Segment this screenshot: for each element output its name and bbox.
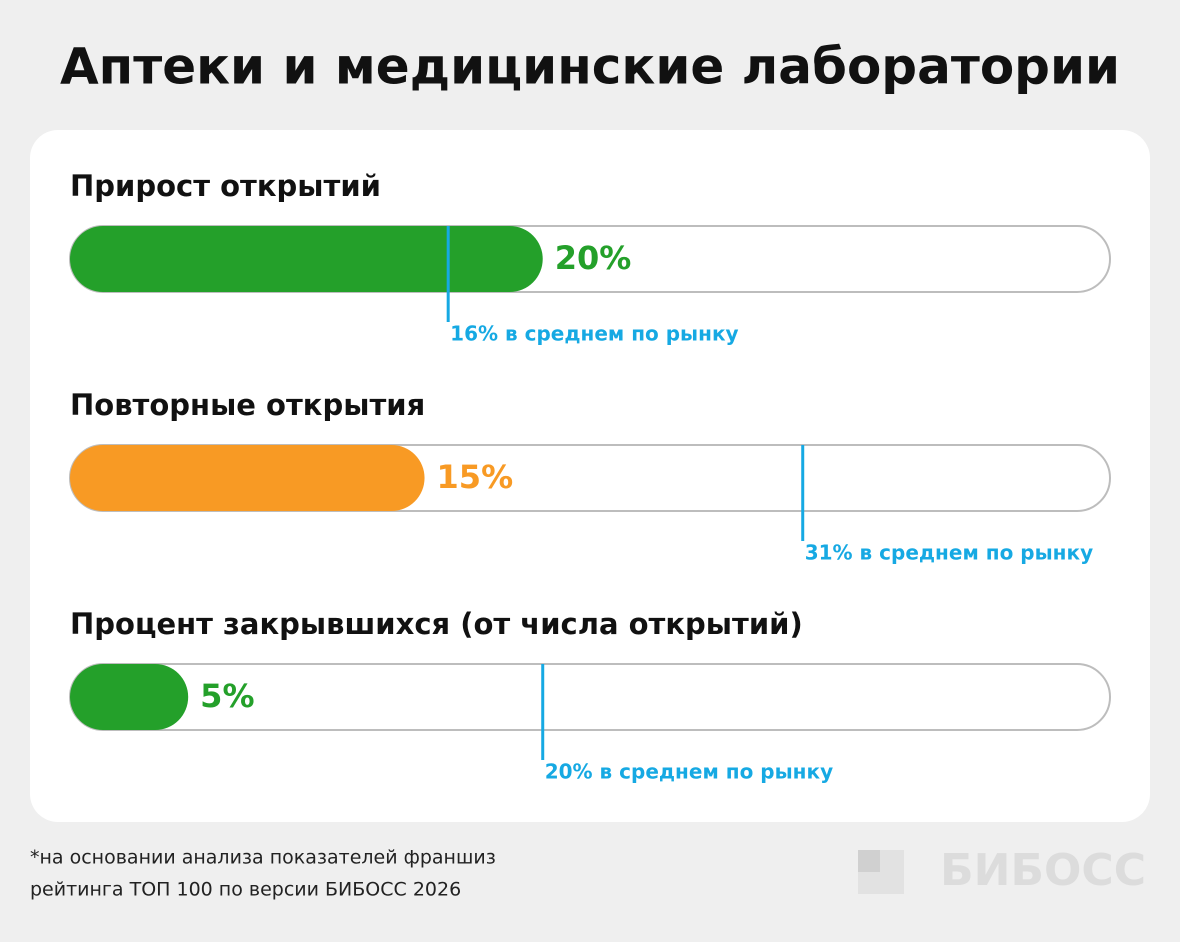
benchmark-label: 31% в среднем по рынку <box>805 541 1093 565</box>
value-label: 5% <box>200 677 254 715</box>
footnote: рейтинга ТОП 100 по версии БИБОСС 2026 <box>30 879 461 901</box>
value-label: 15% <box>437 458 514 496</box>
benchmark-label: 20% в среднем по рынку <box>545 760 833 784</box>
bar <box>70 226 543 292</box>
panel-title: Процент закрывшихся (от числа открытий) <box>70 607 803 641</box>
benchmark-label: 16% в среднем по рынку <box>450 322 738 346</box>
logo: БИБОСС <box>940 845 1146 896</box>
bar <box>70 445 425 511</box>
footnote: *на основании анализа показателей франши… <box>30 847 496 869</box>
page-title: Аптеки и медицинские лаборатории <box>60 38 1120 96</box>
value-label: 20% <box>555 239 632 277</box>
panel-title: Прирост открытий <box>70 169 381 203</box>
panel-title: Повторные открытия <box>70 388 425 422</box>
bar <box>70 664 189 730</box>
logo-icon <box>858 850 880 872</box>
